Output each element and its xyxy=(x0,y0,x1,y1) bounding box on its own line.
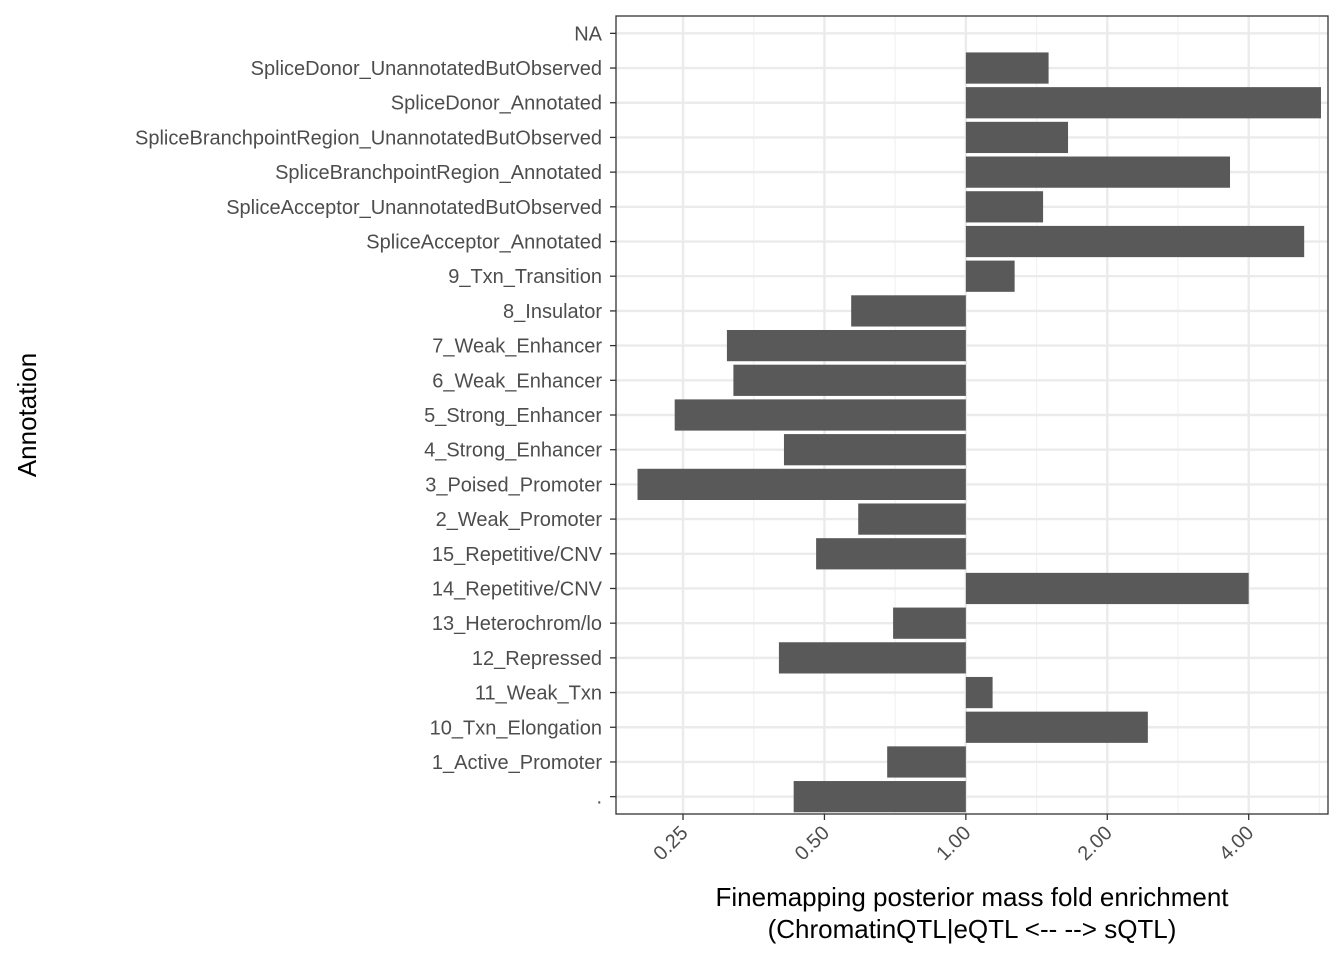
bar xyxy=(637,468,966,501)
bar xyxy=(965,52,1049,84)
bar xyxy=(793,781,966,813)
bars xyxy=(637,52,1321,813)
x-axis-title-line2: (ChromatinQTL|eQTL <-- --> sQTL) xyxy=(768,914,1177,944)
bar xyxy=(965,121,1069,154)
y-tick-label: 14_Repetitive/CNV xyxy=(432,578,603,600)
bar xyxy=(726,329,966,362)
y-tick-label: 11_Weak_Txn xyxy=(475,683,602,705)
y-axis-title: Annotation xyxy=(12,353,42,477)
y-tick-label: SpliceAcceptor_UnannotatedButObserved xyxy=(226,197,602,219)
y-tick-label: NA xyxy=(574,23,602,45)
y-tick-label: . xyxy=(596,787,602,809)
x-tick-label: 2.00 xyxy=(1074,822,1117,865)
bar xyxy=(851,295,966,327)
y-tick-label: 8_Insulator xyxy=(503,301,602,323)
bar xyxy=(674,399,966,431)
bar xyxy=(965,260,1015,292)
y-tick-label: 15_Repetitive/CNV xyxy=(432,544,603,566)
y-tick-label: 12_Repressed xyxy=(472,648,602,670)
bar xyxy=(965,572,1249,605)
y-tick-label: SpliceAcceptor_Annotated xyxy=(366,232,602,254)
y-tick-label: 2_Weak_Promoter xyxy=(436,509,603,531)
bar xyxy=(778,642,966,674)
y-tick-label: 4_Strong_Enhancer xyxy=(424,440,602,462)
y-tick-label: SpliceBranchpointRegion_Annotated xyxy=(275,162,602,184)
y-tick-label: 1_Active_Promoter xyxy=(432,752,602,774)
y-tick-label: SpliceBranchpointRegion_UnannotatedButOb… xyxy=(135,127,602,149)
x-axis-ticks: 0.25 0.50 1.00 2.00 4.00 xyxy=(649,814,1258,865)
y-tick-label: 13_Heterochrom/lo xyxy=(432,613,602,635)
y-tick-label: 7_Weak_Enhancer xyxy=(432,336,602,358)
bar xyxy=(965,711,1148,743)
bar xyxy=(733,364,966,396)
x-tick-label: 0.50 xyxy=(791,822,834,865)
y-tick-label: SpliceDonor_UnannotatedButObserved xyxy=(251,58,602,80)
x-axis-title-line1: Finemapping posterior mass fold enrichme… xyxy=(715,882,1229,912)
y-tick-label: 9_Txn_Transition xyxy=(448,266,602,288)
y-tick-label: SpliceDonor_Annotated xyxy=(391,93,602,115)
y-tick-label: 3_Poised_Promoter xyxy=(425,474,602,496)
bar xyxy=(965,156,1231,188)
x-tick-label: 1.00 xyxy=(932,822,975,865)
y-axis-ticks: NA SpliceDonor_UnannotatedButObserved Spli… xyxy=(135,23,616,809)
bar xyxy=(783,434,966,466)
bar xyxy=(816,538,966,570)
bar xyxy=(858,503,966,535)
y-tick-label: 6_Weak_Enhancer xyxy=(432,370,602,392)
bar xyxy=(965,676,993,709)
bar xyxy=(965,87,1321,119)
bar xyxy=(965,191,1044,223)
x-tick-label: 0.25 xyxy=(649,822,692,865)
bar xyxy=(965,225,1305,258)
bar xyxy=(887,746,966,778)
y-tick-label: 10_Txn_Elongation xyxy=(430,717,602,739)
y-tick-label: 5_Strong_Enhancer xyxy=(424,405,602,427)
x-tick-label: 4.00 xyxy=(1215,822,1258,865)
bar xyxy=(893,607,966,639)
